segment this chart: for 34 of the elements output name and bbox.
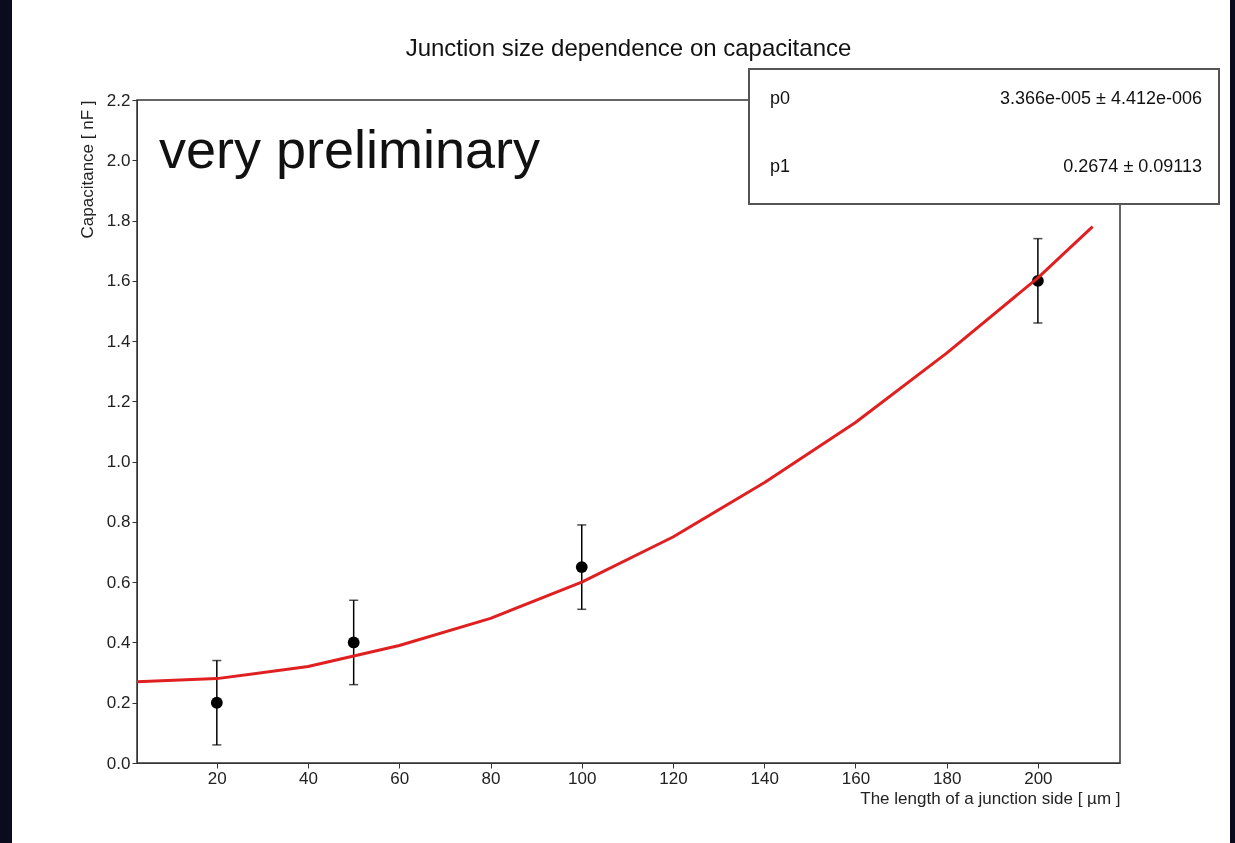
- y-tick-label: 1.6: [106, 271, 131, 291]
- line-series: [137, 225, 1095, 684]
- y-tick-label: 1.0: [106, 452, 131, 472]
- y-tick-label: 0.6: [106, 572, 131, 592]
- y-tick-label: 0.0: [106, 753, 131, 773]
- x-tick-label: 100: [568, 768, 597, 788]
- x-tick-label: 200: [1024, 768, 1053, 788]
- y-axis-title: Capacitance [ nF ]: [77, 100, 97, 239]
- chart-title: Junction size dependence on capacitance: [405, 34, 852, 61]
- annotation: p0: [770, 88, 791, 109]
- y-tick-label: 0.8: [106, 512, 131, 532]
- annotation: 0.2674 ± 0.09113: [1063, 156, 1202, 177]
- point: [210, 696, 223, 709]
- y-tick-label: 1.4: [106, 331, 131, 351]
- x-tick-label: 20: [207, 768, 227, 788]
- x-tick-label: 40: [299, 768, 319, 788]
- x-tick-label: 60: [390, 768, 410, 788]
- point: [347, 636, 360, 649]
- point: [575, 561, 588, 574]
- x-tick-label: 180: [932, 768, 962, 788]
- y-tick-label: 1.2: [106, 391, 131, 411]
- y-tick-label: 2.2: [106, 90, 131, 110]
- y-tick-label: 2.0: [106, 150, 131, 170]
- x-tick-label: 140: [750, 768, 779, 788]
- annotation: very preliminary: [159, 119, 541, 179]
- annotation: 3.366e-005 ± 4.412e-006: [999, 88, 1202, 109]
- x-tick-label: 160: [841, 768, 871, 788]
- annotation: p1: [770, 156, 791, 177]
- y-tick-label: 0.4: [106, 632, 131, 652]
- y-tick-label: 0.2: [106, 693, 131, 713]
- x-axis-title: The length of a junction side [ µm ]: [860, 788, 1121, 808]
- x-tick-label: 120: [659, 768, 688, 788]
- y-tick-label: 1.8: [106, 211, 131, 231]
- x-tick-label: 80: [481, 768, 501, 788]
